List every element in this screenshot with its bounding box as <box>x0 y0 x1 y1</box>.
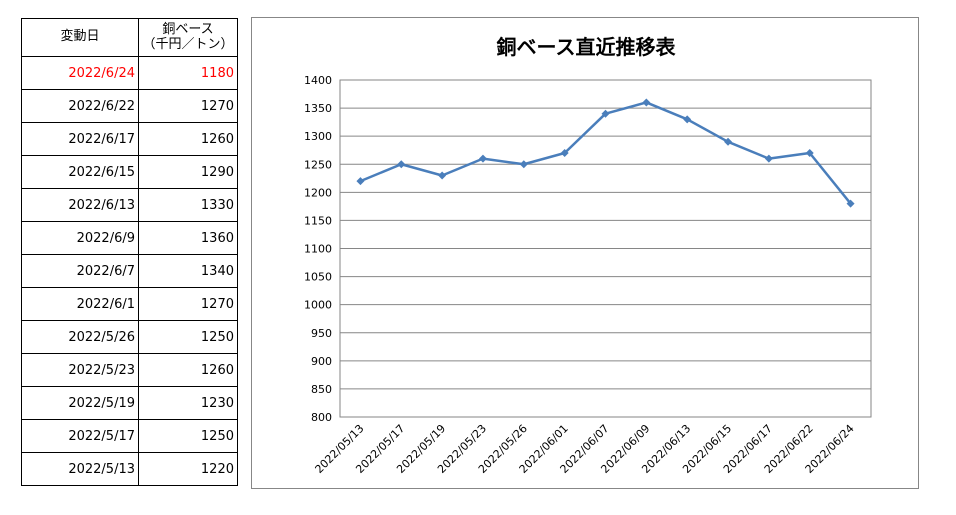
gridlines <box>339 79 872 418</box>
y-tick-label: 1250 <box>304 158 332 171</box>
y-tick-label: 900 <box>311 355 332 368</box>
date-cell: 2022/5/26 <box>21 320 139 354</box>
table-row: 2022/6/7 1340 <box>21 254 238 288</box>
table-row: 2022/6/1 1270 <box>21 287 238 321</box>
table-row: 2022/5/13 1220 <box>21 452 238 486</box>
header-price: 銅ベース （千円／トン） <box>138 18 238 57</box>
date-cell: 2022/6/24 <box>21 56 139 90</box>
data-point-marker <box>724 137 733 146</box>
price-cell: 1180 <box>138 56 238 90</box>
date-cell: 2022/6/22 <box>21 89 139 123</box>
date-cell: 2022/5/17 <box>21 419 139 453</box>
price-cell: 1250 <box>138 320 238 354</box>
data-point-marker <box>601 109 610 118</box>
y-tick-label: 800 <box>311 411 332 424</box>
table-row: 2022/5/26 1250 <box>21 320 238 354</box>
y-tick-label: 1400 <box>304 74 332 87</box>
data-point-marker <box>560 149 569 158</box>
y-tick-label: 1100 <box>304 243 332 256</box>
date-cell: 2022/6/17 <box>21 122 139 156</box>
data-point-marker <box>478 154 487 163</box>
table-row: 2022/5/17 1250 <box>21 419 238 453</box>
price-cell: 1230 <box>138 386 238 420</box>
date-cell: 2022/5/13 <box>21 452 139 486</box>
table-row: 2022/6/15 1290 <box>21 155 238 189</box>
y-tick-label: 1150 <box>304 214 332 227</box>
header-date: 変動日 <box>21 18 139 57</box>
y-tick-label: 1000 <box>304 299 332 312</box>
y-tick-label: 850 <box>311 383 332 396</box>
table-row: 2022/5/23 1260 <box>21 353 238 387</box>
series-layer <box>356 98 855 208</box>
y-tick-label: 1350 <box>304 102 332 115</box>
date-cell: 2022/6/7 <box>21 254 139 288</box>
date-cell: 2022/6/9 <box>21 221 139 255</box>
header-price-line1: 銅ベース <box>162 22 214 38</box>
table-body: 2022/6/24 1180 2022/6/22 1270 2022/6/17 1260 2… <box>21 56 238 486</box>
date-cell: 2022/6/1 <box>21 287 139 321</box>
y-tick-label: 1300 <box>304 130 332 143</box>
data-point-marker <box>438 171 447 180</box>
price-cell: 1330 <box>138 188 238 222</box>
price-cell: 1220 <box>138 452 238 486</box>
line-chart: 銅ベース直近推移表 800 850 900 950 1000 1050 1100 1150 12… <box>304 35 872 476</box>
date-cell: 2022/5/23 <box>21 353 139 387</box>
price-cell: 1340 <box>138 254 238 288</box>
y-tick-label: 950 <box>311 327 332 340</box>
price-cell: 1260 <box>138 353 238 387</box>
date-cell: 2022/5/19 <box>21 386 139 420</box>
x-axis-ticks: 2022/05/132022/05/172022/05/192022/05/23… <box>313 422 857 476</box>
price-cell: 1270 <box>138 89 238 123</box>
data-point-marker <box>519 160 528 169</box>
table-header-row: 変動日 銅ベース （千円／トン） <box>21 18 238 57</box>
table-row: 2022/6/13 1330 <box>21 188 238 222</box>
price-history-table: 変動日 銅ベース （千円／トン） 2022/6/24 1180 2022/6/22 1… <box>21 18 238 486</box>
table-row: 2022/6/17 1260 <box>21 122 238 156</box>
price-cell: 1290 <box>138 155 238 189</box>
chart-title: 銅ベース直近推移表 <box>497 35 677 59</box>
date-cell: 2022/6/15 <box>21 155 139 189</box>
chart-container: 銅ベース直近推移表 800 850 900 950 1000 1050 1100 1150 12… <box>251 17 919 489</box>
data-point-marker <box>642 98 651 107</box>
table-row: 2022/6/22 1270 <box>21 89 238 123</box>
header-price-line2: （千円／トン） <box>142 36 234 52</box>
data-point-marker <box>356 177 365 186</box>
price-cell: 1250 <box>138 419 238 453</box>
price-cell: 1270 <box>138 287 238 321</box>
data-point-marker <box>764 154 773 163</box>
y-tick-label: 1050 <box>304 271 332 284</box>
data-point-marker <box>683 115 692 124</box>
data-point-marker <box>397 160 406 169</box>
table-row: 2022/6/9 1360 <box>21 221 238 255</box>
data-point-marker <box>846 199 855 208</box>
data-point-marker <box>805 149 814 158</box>
table-row: 2022/5/19 1230 <box>21 386 238 420</box>
table-row: 2022/6/24 1180 <box>21 56 238 90</box>
y-axis-ticks: 800 850 900 950 1000 1050 1100 1150 1200 1250 1300… <box>304 74 332 424</box>
date-cell: 2022/6/13 <box>21 188 139 222</box>
price-cell: 1360 <box>138 221 238 255</box>
plot-area-frame <box>339 79 872 418</box>
y-tick-label: 1200 <box>304 186 332 199</box>
price-cell: 1260 <box>138 122 238 156</box>
